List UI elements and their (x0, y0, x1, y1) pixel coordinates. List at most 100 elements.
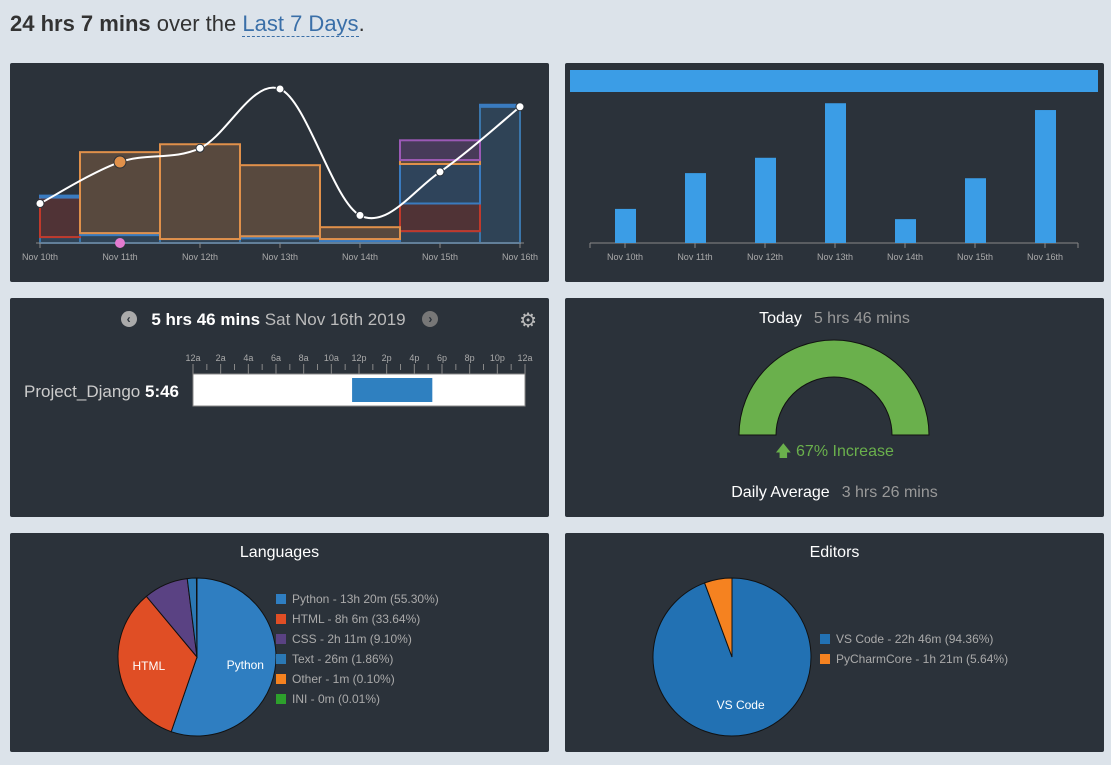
total-point (113, 155, 127, 169)
editor-slice-pycharmcore (703, 577, 733, 658)
language-legend-item[interactable]: CSS - 2h 11m (9.10%) (276, 629, 439, 649)
x-tick-label: Nov 10th (22, 252, 58, 262)
hour-label: 10a (324, 353, 339, 363)
total-point (515, 102, 525, 112)
period: . (358, 11, 365, 36)
day-duration: 5 hrs 46 mins (151, 310, 261, 329)
hour-label: 4a (243, 353, 253, 363)
language-legend-item[interactable]: Text - 26m (1.86%) (276, 649, 439, 669)
today-label: Today (759, 310, 802, 327)
bar-tick-label: Nov 12th (747, 252, 783, 262)
hour-label: 2p (382, 353, 392, 363)
area-html-5 (399, 202, 481, 233)
increase-indicator: 🡅 67% Increase (565, 440, 1104, 467)
today-panel: Today 5 hrs 46 mins 🡅 67% Increase Daily … (565, 298, 1104, 517)
bar (755, 157, 776, 243)
baseline-point (115, 238, 125, 248)
language-legend-item[interactable]: Other - 1m (0.10%) (276, 669, 439, 689)
editors-title: Editors (809, 544, 860, 561)
today-gauge (738, 339, 930, 436)
gauge-arc (738, 339, 930, 436)
today-value: 5 hrs 46 mins (813, 310, 910, 327)
bar (825, 103, 846, 244)
languages-panel: Languages Python HTML Python - 13h 20m (5… (10, 533, 549, 752)
area-python-6 (479, 105, 521, 244)
gear-icon[interactable]: ⚙ (519, 310, 537, 332)
legend-label: Text - 26m (1.86%) (292, 652, 394, 666)
x-tick-label: Nov 16th (502, 252, 538, 262)
daily-average-value: 3 hrs 26 mins (841, 484, 938, 501)
project-name[interactable]: Project_Django (24, 382, 141, 401)
summary-headline: 24 hrs 7 mins over the Last 7 Days. (10, 11, 365, 37)
area-other-4 (319, 226, 401, 241)
bar-tick-label: Nov 11th (677, 252, 712, 262)
activity-chart-panel: Nov 10th Nov 11th Nov 12th Nov 13th Nov 14th… (10, 63, 549, 282)
increase-text: 67% Increase (796, 443, 894, 460)
hour-label: 6p (437, 353, 447, 363)
bar-tick-label: Nov 14th (887, 252, 923, 262)
scroll-bar (570, 70, 1098, 92)
hour-label: 10p (490, 353, 505, 363)
daily-average-row: Daily Average 3 hrs 26 mins (565, 484, 1104, 502)
language-legend-item[interactable]: HTML - 8h 6m (33.64%) (276, 609, 439, 629)
language-legend-item[interactable]: Python - 13h 20m (55.30%) (276, 589, 439, 609)
total-point (35, 199, 45, 208)
editors-legend: VS Code - 22h 46m (94.36%) PyCharmCore - … (820, 629, 1008, 669)
languages-pie: Python HTML (117, 577, 277, 737)
x-tick-label: Nov 14th (342, 252, 378, 262)
project-row-label: Project_Django 5:46 (24, 382, 179, 402)
x-tick-label: Nov 15th (422, 252, 458, 262)
total-point (275, 84, 285, 94)
bar (685, 173, 706, 243)
weekly-bar-panel: Nov 10th Nov 11th Nov 12th Nov 13th Nov 14th… (565, 63, 1104, 282)
bar (1035, 110, 1056, 243)
day-date: Sat Nov 16th 2019 (264, 310, 406, 329)
bar-tick-label: Nov 15th (957, 252, 993, 262)
total-point (435, 167, 445, 177)
area-other-2 (159, 143, 241, 241)
hour-label: 8p (465, 353, 475, 363)
x-tick-label: Nov 13th (262, 252, 298, 262)
chevron-right-icon[interactable]: › (422, 310, 439, 327)
chevron-left-icon[interactable]: ‹ (120, 310, 137, 327)
total-time: 24 hrs 7 mins (10, 11, 151, 36)
language-legend-item[interactable]: INI - 0m (0.01%) (276, 689, 439, 709)
legend-swatch (276, 634, 286, 644)
editors-pie: VS Code (652, 577, 812, 737)
legend-label: INI - 0m (0.01%) (292, 692, 381, 706)
bar-tick-label: Nov 10th (607, 252, 643, 262)
area-html-0 (39, 196, 81, 239)
bar-tick-label: Nov 13th (817, 252, 853, 262)
day-view-panel: ‹ 5 hrs 46 mins Sat Nov 16th 2019 › ⚙ Pr… (10, 298, 549, 517)
legend-swatch (820, 634, 830, 644)
activity-block (352, 378, 433, 402)
editors-panel: Editors VS Code VS Code - 22h 46m (94.36… (565, 533, 1104, 752)
project-time: 5:46 (144, 382, 180, 401)
editor-legend-item[interactable]: PyCharmCore - 1h 21m (5.64%) (820, 649, 1008, 669)
legend-label: Python - 13h 20m (55.30%) (292, 592, 439, 606)
hour-label: 12a (185, 353, 200, 363)
arrow-up-icon: 🡅 (775, 443, 792, 460)
legend-label: CSS - 2h 11m (9.10%) (292, 632, 412, 646)
lang-slice-label: Python (227, 658, 264, 672)
legend-label: PyCharmCore - 1h 21m (5.64%) (836, 652, 1009, 666)
legend-swatch (276, 654, 286, 664)
legend-swatch (276, 594, 286, 604)
x-tick-label: Nov 11th (102, 252, 137, 262)
date-range-link[interactable]: Last 7 Days (242, 11, 359, 37)
hour-label: 4p (409, 353, 419, 363)
legend-swatch (276, 674, 286, 684)
day-header: ‹ 5 hrs 46 mins Sat Nov 16th 2019 › (10, 310, 549, 330)
languages-title: Languages (239, 544, 320, 561)
daily-average-label: Daily Average (731, 484, 830, 501)
area-other-3 (239, 164, 321, 238)
legend-label: HTML - 8h 6m (33.64%) (292, 612, 421, 626)
total-point (195, 143, 205, 153)
hour-label: 12a (517, 353, 532, 363)
weekly-bar-chart: Nov 10th Nov 11th Nov 12th Nov 13th Nov 14th… (570, 70, 1098, 262)
hour-label: 8a (299, 353, 309, 363)
editor-legend-item[interactable]: VS Code - 22h 46m (94.36%) (820, 629, 1008, 649)
bar (895, 219, 916, 243)
legend-swatch (820, 654, 830, 664)
area-css-5 (399, 139, 481, 162)
